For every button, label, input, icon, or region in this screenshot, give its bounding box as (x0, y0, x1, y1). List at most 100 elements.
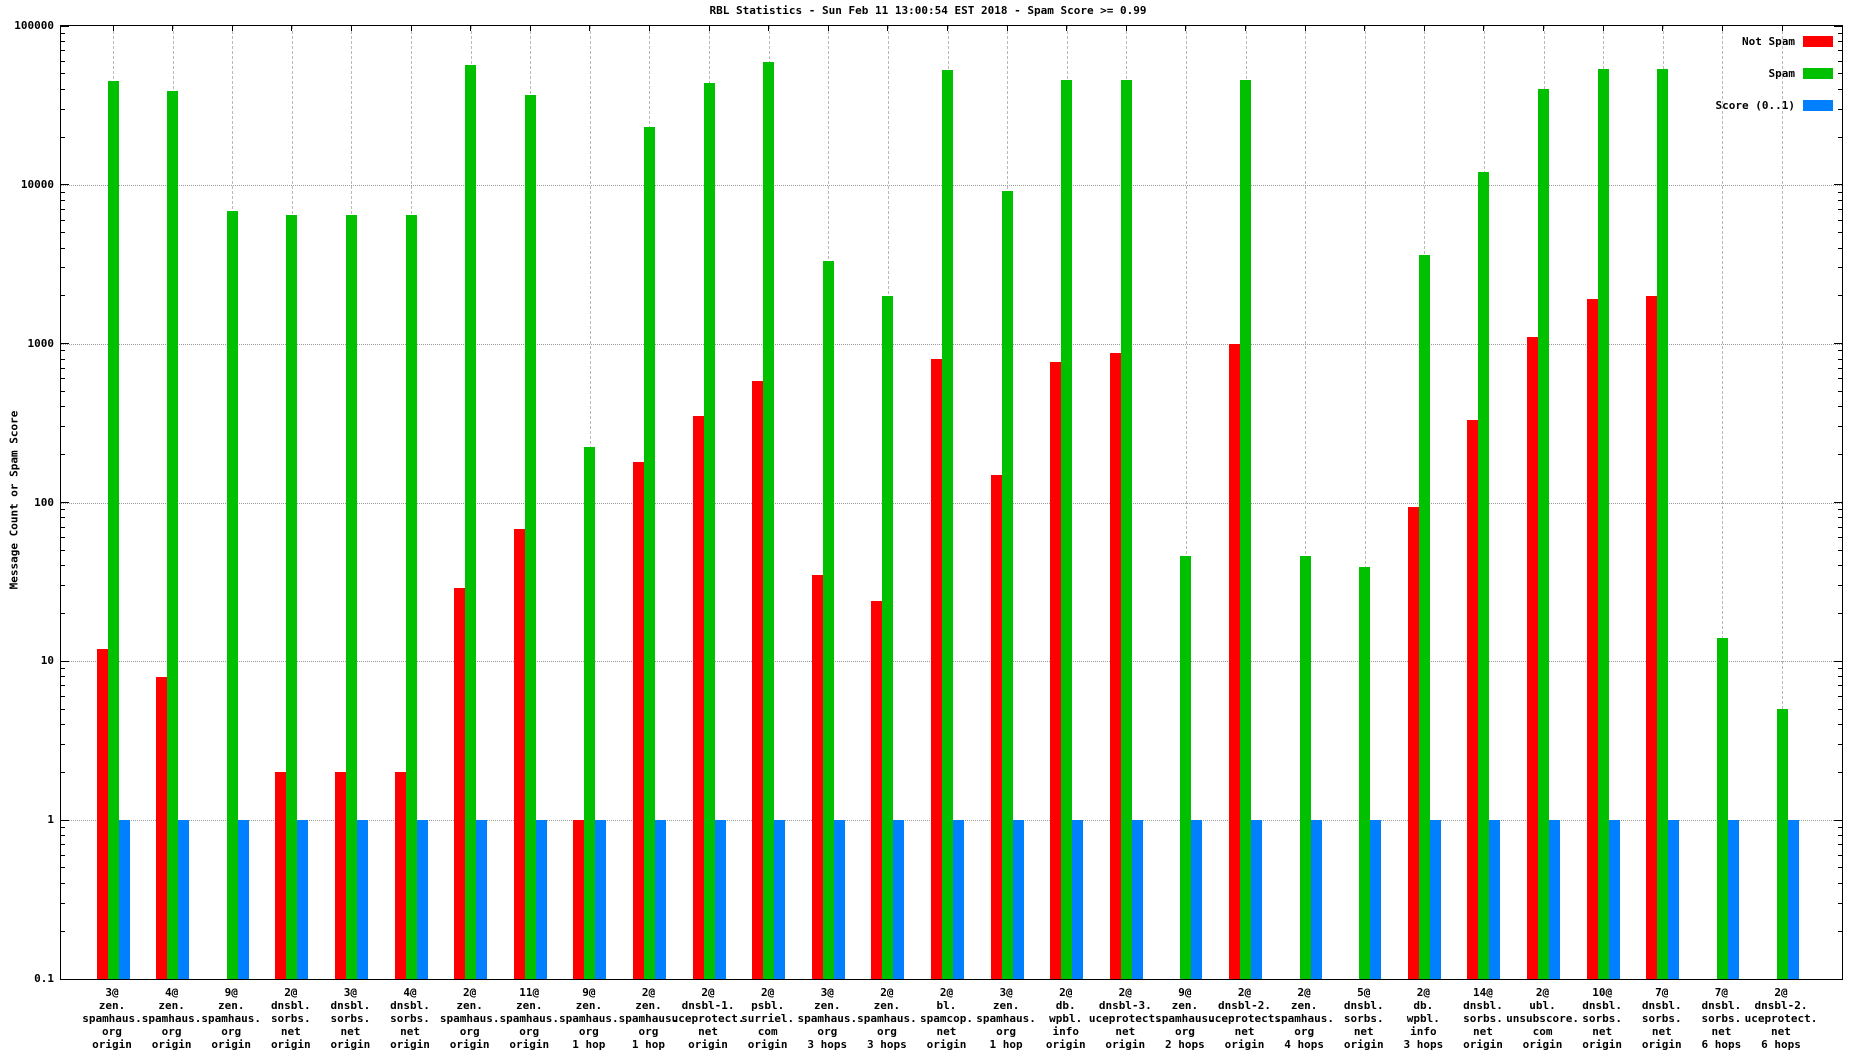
bar-not-spam (692, 416, 704, 979)
y-minor-tick (61, 743, 65, 745)
y-minor-tick (61, 454, 65, 456)
legend: Not Spam Spam Score (0..1) (1716, 35, 1833, 131)
legend-row: Not Spam (1716, 34, 1833, 48)
y-minor-tick (61, 526, 65, 528)
y-minor-tick (1838, 350, 1842, 352)
y-tick-label: 100 (34, 495, 54, 509)
y-minor-tick (61, 668, 65, 670)
y-minor-tick (61, 930, 65, 932)
x-tick (708, 26, 710, 31)
y-minor-tick (1838, 136, 1842, 138)
x-tick (1006, 26, 1008, 31)
x-category-label: 2@ dnsbl-1. uceprotect. net origin (671, 986, 745, 1051)
bar-not-spam (1229, 343, 1241, 979)
x-category-label: 3@ zen. spamhaus. org 1 hop (976, 986, 1036, 1051)
y-minor-tick (61, 708, 65, 710)
y-minor-tick (61, 219, 65, 221)
y-major-tick (1834, 502, 1842, 503)
y-minor-tick (61, 676, 65, 678)
x-category-label: 2@ zen. spamhaus. org 1 hop (618, 986, 679, 1051)
x-category-label: 10@ dnsbl. sorbs. net origin (1582, 986, 1623, 1051)
bar-spam (822, 261, 834, 979)
y-minor-tick (1838, 685, 1842, 687)
y-minor-tick (1838, 208, 1842, 210)
legend-label-not-spam: Not Spam (1742, 34, 1795, 48)
y-minor-tick (1838, 844, 1842, 846)
y-minor-tick (61, 835, 65, 837)
y-major-tick (61, 660, 69, 662)
bar-not-spam (1467, 420, 1479, 979)
x-tick (470, 26, 472, 31)
bar-not-spam (573, 820, 585, 979)
bar-spam (1240, 79, 1252, 979)
x-tick (410, 26, 412, 31)
bar-spam (1299, 556, 1311, 979)
legend-label-score: Score (0..1) (1715, 98, 1795, 112)
bar-spam (763, 62, 775, 979)
bar-score (833, 820, 845, 979)
legend-swatch-not-spam (1803, 35, 1833, 47)
bar-score (1191, 820, 1203, 979)
bar-spam (1061, 79, 1073, 979)
x-axis-category-labels: 3@ zen. spamhaus. org origin 4@ zen. spamhaus. o… (60, 986, 1841, 1056)
y-minor-tick (61, 390, 65, 392)
x-category-label: 3@ zen. spamhaus. org origin (82, 986, 142, 1051)
bar-score (1131, 820, 1143, 979)
y-minor-tick (61, 696, 65, 698)
x-tick (1364, 26, 1366, 31)
y-minor-tick (61, 191, 65, 193)
bar-not-spam (1646, 295, 1658, 979)
y-minor-tick (1838, 247, 1842, 249)
bar-score (1608, 820, 1620, 979)
legend-row: Score (0..1) (1715, 98, 1833, 112)
x-tick (1602, 26, 1604, 31)
x-category-label: 2@ dnsbl. sorbs. net origin (270, 986, 311, 1051)
bar-spam (1120, 79, 1132, 979)
x-tick (1423, 26, 1425, 31)
y-minor-tick (1838, 60, 1842, 62)
x-category-label: 2@ db. wpbl. info 3 hops (1403, 986, 1444, 1051)
y-minor-tick (61, 32, 65, 34)
x-gridline (1305, 26, 1307, 979)
x-tick (291, 26, 293, 31)
legend-label-spam: Spam (1768, 66, 1796, 80)
y-minor-tick (1838, 509, 1842, 511)
y-minor-tick (61, 295, 65, 297)
x-tick (1662, 26, 1664, 31)
y-minor-tick (1838, 73, 1842, 75)
y-minor-tick (1838, 867, 1842, 869)
y-minor-tick (1838, 771, 1842, 773)
bar-spam (1776, 709, 1788, 979)
y-minor-tick (61, 844, 65, 846)
y-minor-tick (1838, 517, 1842, 519)
bar-spam (1001, 191, 1013, 979)
chart-title: RBL Statistics - Sun Feb 11 13:00:54 EST… (709, 4, 1147, 17)
x-category-label: 4@ zen. spamhaus. org origin (141, 986, 202, 1051)
y-minor-tick (61, 549, 65, 551)
y-minor-tick (61, 406, 65, 408)
y-minor-tick (1838, 537, 1842, 539)
y-minor-tick (1838, 378, 1842, 380)
bar-score (774, 820, 786, 979)
y-minor-tick (1838, 696, 1842, 698)
y-tick-label: 100000 (14, 19, 54, 32)
bar-not-spam (1050, 361, 1062, 979)
y-minor-tick (61, 685, 65, 687)
y-minor-tick (1838, 358, 1842, 360)
bar-not-spam (334, 772, 346, 979)
x-category-label: 3@ dnsbl. sorbs. net origin (330, 986, 371, 1051)
bar-spam (1657, 68, 1669, 979)
bar-not-spam (394, 772, 406, 979)
bar-spam (524, 94, 536, 979)
y-major-tick (61, 978, 69, 980)
y-major-tick (1834, 978, 1842, 980)
y-minor-tick (61, 426, 65, 428)
bar-score (893, 820, 905, 979)
y-minor-tick (1838, 826, 1842, 828)
y-major-tick (61, 502, 69, 503)
y-major-tick (61, 819, 69, 821)
bar-not-spam (1527, 337, 1539, 979)
y-tick-label: 1 (47, 813, 54, 827)
y-minor-tick (1838, 565, 1842, 567)
x-gridline (1185, 26, 1187, 979)
